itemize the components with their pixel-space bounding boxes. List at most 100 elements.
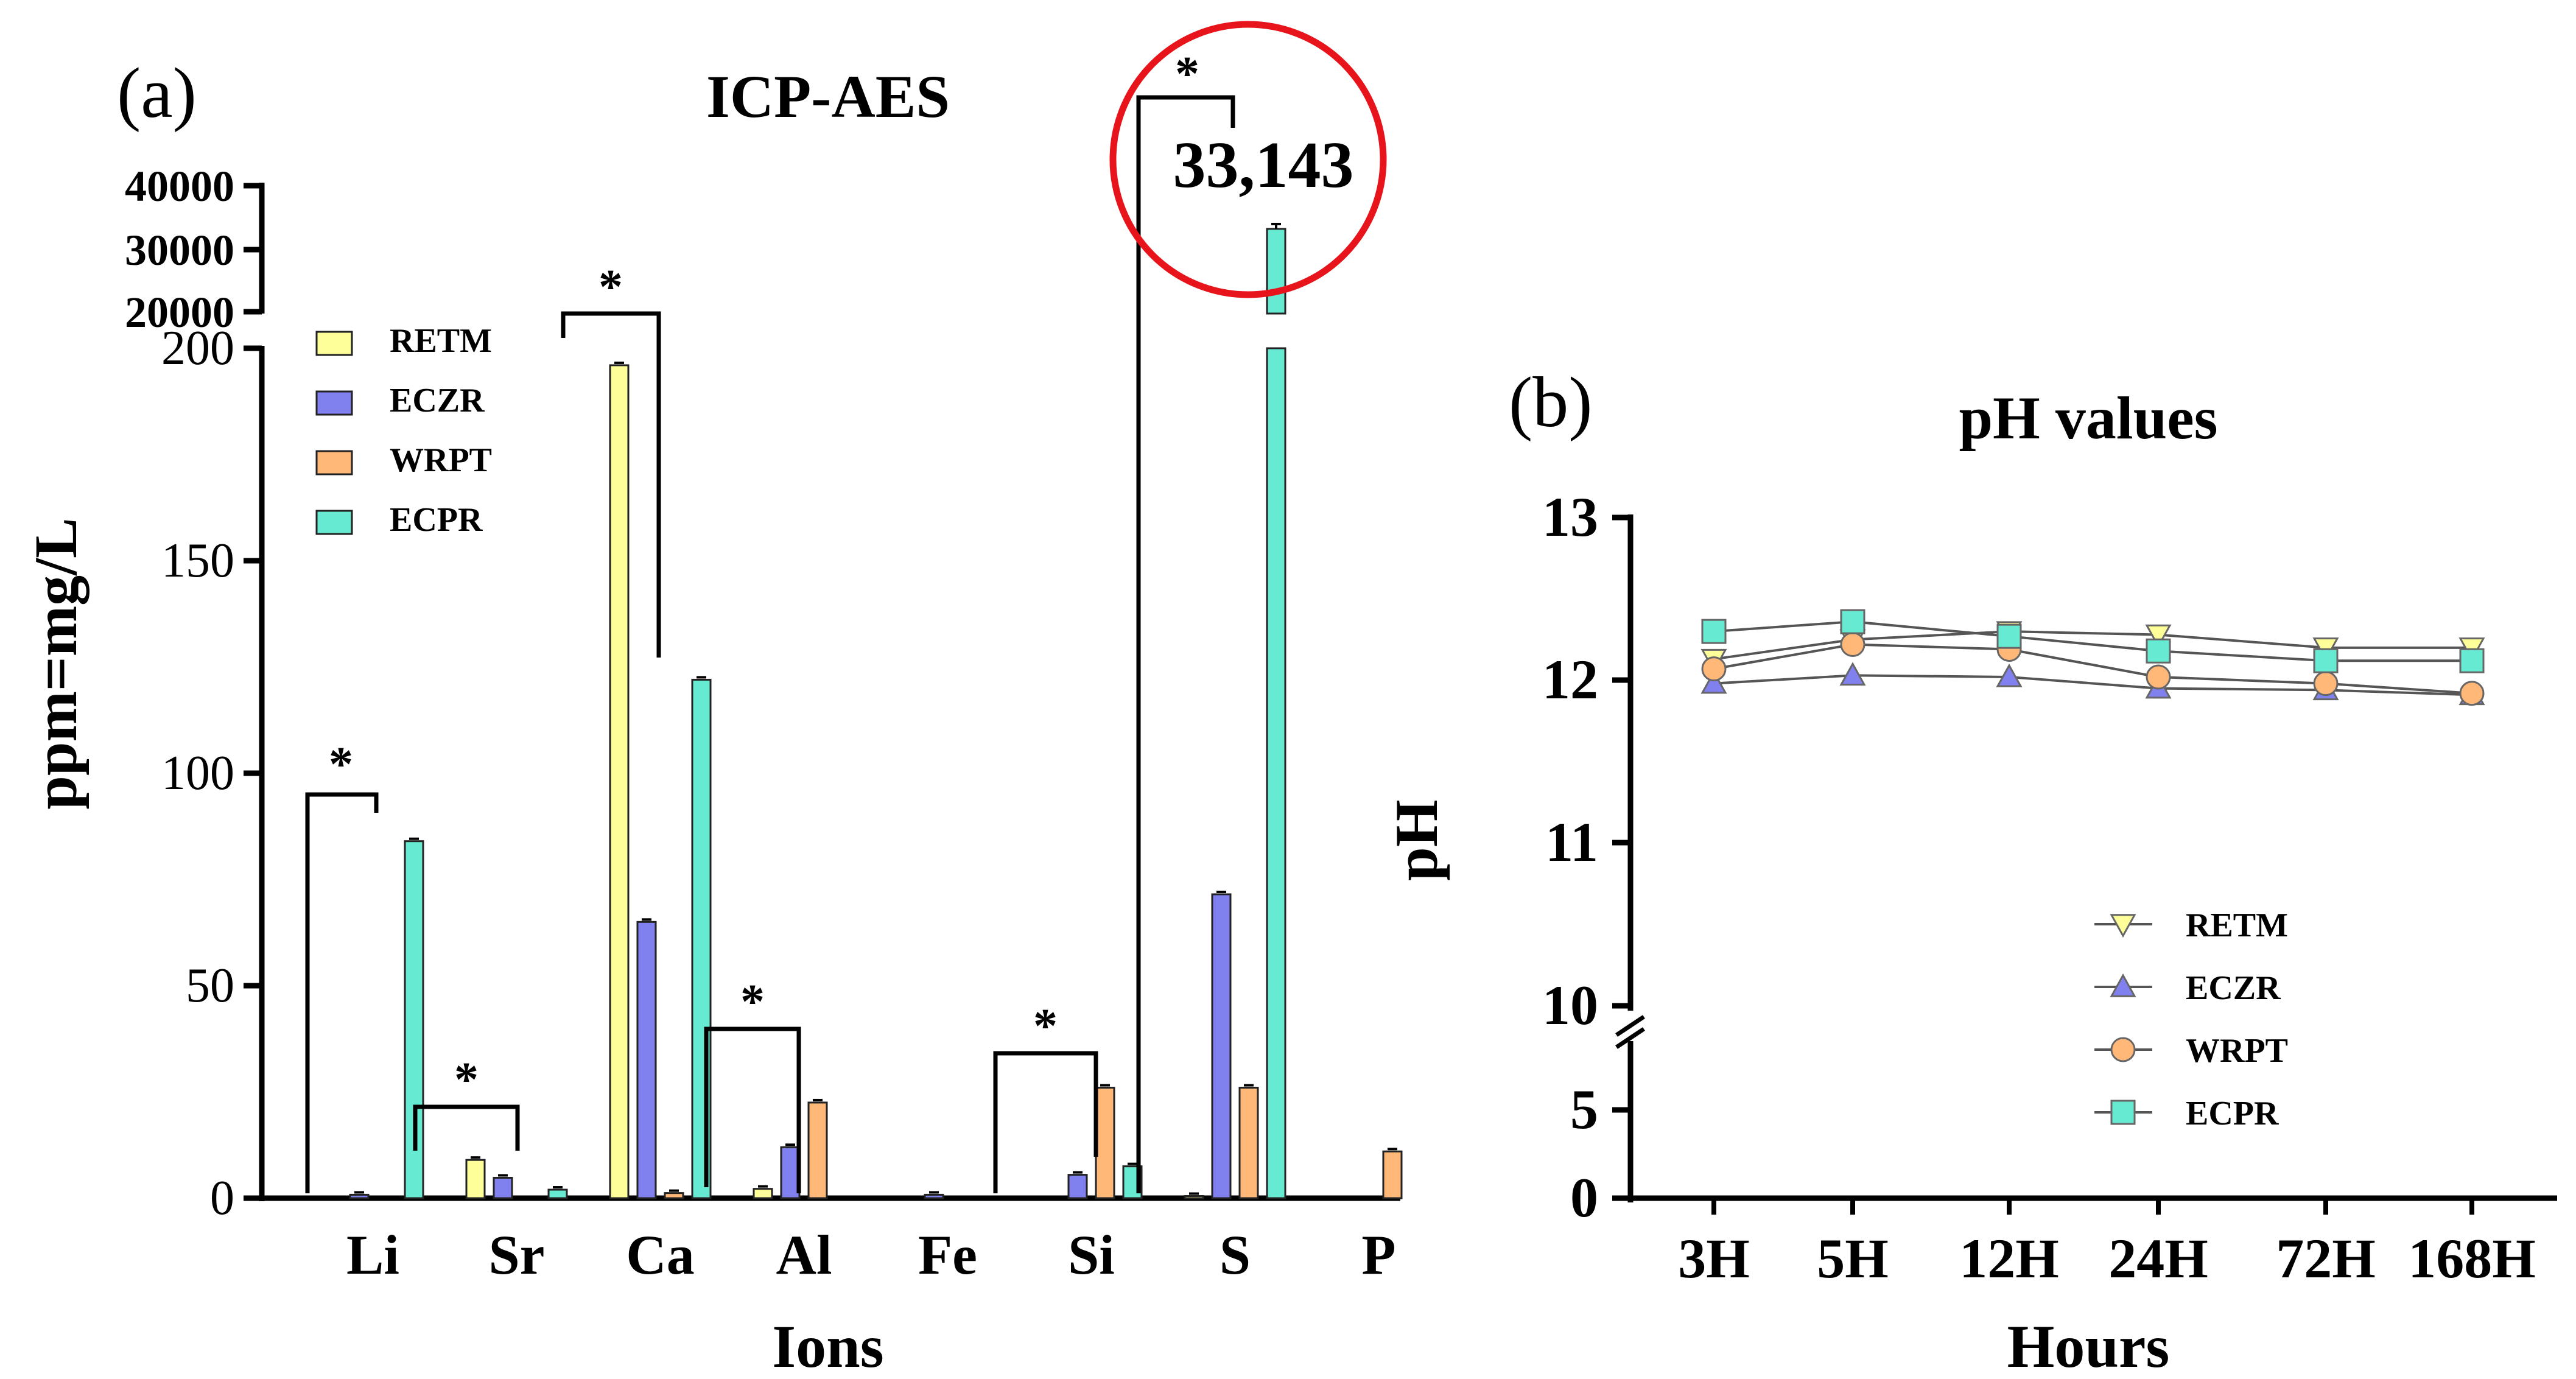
- sig-bracket-li: [305, 792, 379, 1193]
- panel-a-tick-label: 100: [161, 746, 234, 800]
- line-eczr: [1713, 674, 2472, 697]
- panel-a-label: (a): [117, 53, 197, 133]
- sig-star-s: *: [1175, 47, 1199, 101]
- x-tick-label-5h: 5H: [1817, 1227, 1889, 1290]
- legend-marker-wrpt: [2110, 1037, 2136, 1062]
- legend-label-eczr: ECZR: [2186, 969, 2281, 1007]
- legend-label-retm: RETM: [390, 322, 492, 360]
- legend-label-eczr: ECZR: [390, 382, 485, 419]
- bar-eczr-sr: [493, 1176, 513, 1199]
- bar-wrpt-s: [1238, 1087, 1259, 1199]
- bar-eczr-fe: [924, 1193, 944, 1199]
- point-ecpr-3h: [1701, 619, 1727, 644]
- point-ecpr-12h: [1996, 623, 2022, 649]
- x-tick-label-s: S: [1220, 1224, 1251, 1286]
- bar-ecpr-sr: [547, 1188, 568, 1199]
- highlight-circle: [1109, 21, 1387, 298]
- panel-a-x-tick-labels: Li Sr Ca Al Fe Si S P: [346, 1224, 1396, 1286]
- panel-a-upper-tick-label: 20000: [125, 288, 234, 337]
- point-wrpt-168h: [2459, 681, 2485, 706]
- sig-bracket-s: [1136, 95, 1235, 1193]
- panel-a-upper-tick-label: 40000: [125, 162, 234, 211]
- legend-swatch-wrpt: [315, 450, 353, 475]
- line-ecpr: [1713, 620, 2472, 662]
- panel-b-x-ticks: 3H 5H 12H 24H 72H 168H: [1678, 1198, 2536, 1290]
- panel-b-legend: RETM ECZR WRPT ECPR: [2094, 907, 2288, 1132]
- sig-bracket-sr: [413, 1104, 520, 1151]
- legend-marker-ecpr: [2110, 1100, 2136, 1125]
- x-tick-label-12h: 12H: [1959, 1227, 2059, 1290]
- panel-b-title: pH values: [1959, 384, 2217, 452]
- bar-ecpr-ca: [691, 678, 712, 1199]
- point-ecpr-168h: [2459, 648, 2485, 673]
- s-ecpr-value-callout: 33,143: [1173, 129, 1354, 202]
- bar-ecpr-s: [1266, 347, 1286, 1199]
- bar-retm-ca: [609, 364, 630, 1199]
- sig-star-ca: *: [598, 261, 623, 314]
- panel-b-tick-label: 0: [1570, 1167, 1598, 1229]
- point-wrpt-3h: [1701, 656, 1727, 682]
- point-eczr-12h: [1996, 663, 2023, 687]
- panel-a-y-axis-label: ppm=mg/L: [22, 518, 89, 809]
- panel-a-icp-aes: (a) ICP-AES ppm=mg/L Ions 40000 30000 20…: [22, 21, 1403, 1379]
- bar-eczr-si: [1067, 1174, 1088, 1199]
- axis-break-mark: [1615, 1015, 1645, 1037]
- legend-label-wrpt: WRPT: [2186, 1032, 2288, 1070]
- legend-marker-retm: [2110, 914, 2136, 938]
- axis-break-mark: [1615, 1027, 1645, 1049]
- panel-b-tick-label: 12: [1542, 648, 1598, 711]
- x-tick-label-3h: 3H: [1678, 1227, 1750, 1290]
- panel-a-tick-label: 0: [210, 1171, 234, 1225]
- panel-a-legend: RETM ECZR WRPT ECPR: [315, 322, 492, 539]
- point-retm-24h: [2145, 624, 2172, 648]
- x-tick-label-p: P: [1361, 1224, 1395, 1286]
- x-tick-label-sr: Sr: [489, 1224, 545, 1286]
- bar-wrpt-p: [1382, 1150, 1403, 1199]
- panel-a-tick-label: 50: [186, 959, 234, 1012]
- bar-eczr-ca: [636, 921, 657, 1199]
- x-tick-label-al: Al: [776, 1224, 832, 1286]
- sig-star-si: *: [1033, 1000, 1058, 1053]
- panel-b-ph-values: (b) pH values pH Hours 13 12 11 10 5 0 3…: [1383, 362, 2557, 1379]
- bar-ecpr-s-upper: [1266, 228, 1286, 315]
- x-tick-label-li: Li: [346, 1224, 399, 1286]
- point-ecpr-24h: [2146, 638, 2171, 664]
- x-tick-label-24h: 24H: [2108, 1227, 2208, 1290]
- x-tick-label-168h: 168H: [2408, 1227, 2536, 1290]
- panel-a-tick-label: 150: [161, 534, 234, 588]
- panel-a-tick-label: 200: [161, 321, 234, 375]
- bar-wrpt-al: [807, 1101, 828, 1199]
- x-tick-label-si: Si: [1068, 1224, 1115, 1286]
- point-wrpt-24h: [2146, 664, 2171, 690]
- legend-marker-eczr: [2110, 973, 2136, 997]
- panel-b-x-axis-label: Hours: [2007, 1313, 2170, 1379]
- legend-swatch-ecpr: [315, 510, 353, 535]
- bar-eczr-s: [1211, 893, 1232, 1199]
- bar-retm-sr: [465, 1159, 486, 1199]
- panel-a-significance-brackets: * * * * * *: [305, 47, 1235, 1193]
- legend-swatch-eczr: [315, 390, 353, 416]
- x-tick-label-fe: Fe: [918, 1224, 977, 1286]
- sig-bracket-ca: [561, 311, 661, 658]
- panel-a-upper-tick-label: 30000: [125, 226, 234, 275]
- point-wrpt-5h: [1840, 632, 1865, 658]
- panel-b-tick-label: 13: [1542, 486, 1598, 548]
- point-ecpr-5h: [1840, 609, 1865, 634]
- point-wrpt-72h: [2313, 671, 2339, 697]
- line-retm: [1713, 630, 2472, 661]
- legend-label-ecpr: ECPR: [390, 501, 483, 539]
- panel-b-series: [1700, 609, 2485, 706]
- sig-star-sr: *: [454, 1053, 479, 1107]
- panel-b-label: (b): [1509, 362, 1593, 442]
- x-tick-label-ca: Ca: [626, 1224, 694, 1286]
- bar-wrpt-ca: [664, 1192, 684, 1199]
- point-ecpr-72h: [2313, 648, 2339, 673]
- sig-star-al: *: [740, 975, 765, 1029]
- x-tick-label-72h: 72H: [2276, 1227, 2376, 1290]
- legend-label-retm: RETM: [2186, 907, 2288, 944]
- point-eczr-3h: [1700, 670, 1727, 694]
- panel-a-x-axis-label: Ions: [772, 1313, 883, 1379]
- bar-wrpt-si: [1095, 1087, 1115, 1199]
- bar-eczr-al: [780, 1146, 801, 1199]
